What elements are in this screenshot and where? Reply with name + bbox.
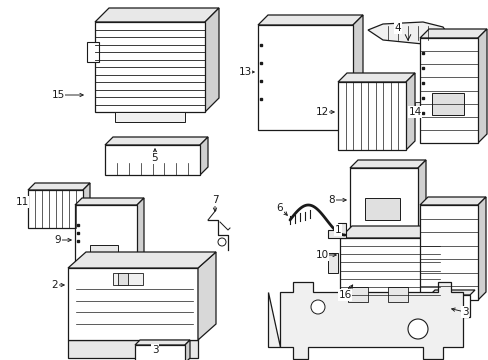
Polygon shape bbox=[477, 29, 486, 143]
Text: 6: 6 bbox=[276, 203, 283, 213]
Text: 3: 3 bbox=[151, 345, 158, 355]
Bar bbox=[75, 205, 137, 275]
Polygon shape bbox=[75, 198, 143, 205]
Bar bbox=[387, 287, 407, 302]
Text: 14: 14 bbox=[407, 107, 421, 117]
Polygon shape bbox=[135, 340, 190, 345]
Bar bbox=[337, 82, 405, 150]
Text: 11: 11 bbox=[15, 197, 29, 207]
Text: 10: 10 bbox=[315, 250, 328, 260]
Bar bbox=[429, 295, 469, 317]
Text: 1: 1 bbox=[334, 225, 341, 235]
Bar bbox=[90, 245, 118, 263]
Polygon shape bbox=[429, 290, 474, 295]
Bar bbox=[339, 238, 439, 303]
Polygon shape bbox=[184, 340, 190, 360]
Bar bbox=[87, 42, 99, 62]
Polygon shape bbox=[349, 160, 425, 168]
Circle shape bbox=[218, 238, 225, 246]
Text: 3: 3 bbox=[461, 307, 468, 317]
Polygon shape bbox=[405, 73, 414, 150]
Bar bbox=[419, 205, 477, 300]
Bar bbox=[347, 287, 367, 302]
Polygon shape bbox=[267, 282, 462, 359]
Text: 4: 4 bbox=[394, 23, 401, 33]
Polygon shape bbox=[339, 226, 451, 238]
Polygon shape bbox=[419, 197, 485, 205]
Polygon shape bbox=[327, 223, 346, 238]
Bar bbox=[419, 38, 477, 143]
Bar bbox=[95, 22, 204, 112]
Text: 13: 13 bbox=[238, 67, 251, 77]
Text: 2: 2 bbox=[52, 280, 58, 290]
Polygon shape bbox=[68, 252, 216, 268]
Bar bbox=[105, 145, 200, 175]
Text: 12: 12 bbox=[315, 107, 328, 117]
Text: 16: 16 bbox=[338, 290, 351, 300]
Bar bbox=[115, 112, 184, 122]
Bar bbox=[28, 190, 83, 228]
Polygon shape bbox=[198, 252, 216, 340]
Polygon shape bbox=[68, 268, 198, 340]
Text: 15: 15 bbox=[51, 90, 64, 100]
Polygon shape bbox=[28, 183, 90, 190]
Polygon shape bbox=[258, 15, 362, 25]
Polygon shape bbox=[327, 253, 337, 273]
Bar bbox=[414, 102, 426, 117]
Bar bbox=[113, 273, 142, 285]
Bar bbox=[135, 345, 184, 360]
Polygon shape bbox=[200, 137, 207, 175]
Polygon shape bbox=[477, 197, 485, 300]
Polygon shape bbox=[95, 8, 219, 22]
Bar bbox=[364, 198, 399, 220]
Polygon shape bbox=[137, 198, 143, 275]
Polygon shape bbox=[83, 183, 90, 228]
Polygon shape bbox=[68, 340, 198, 358]
Polygon shape bbox=[337, 73, 414, 82]
Polygon shape bbox=[105, 137, 207, 145]
Text: 8: 8 bbox=[328, 195, 335, 205]
Bar bbox=[118, 273, 128, 285]
Polygon shape bbox=[439, 226, 451, 303]
Polygon shape bbox=[352, 15, 362, 130]
Polygon shape bbox=[204, 8, 219, 112]
Text: 7: 7 bbox=[211, 195, 218, 205]
Polygon shape bbox=[417, 160, 425, 236]
Circle shape bbox=[310, 300, 325, 314]
Polygon shape bbox=[367, 22, 447, 44]
Bar bbox=[431, 93, 463, 115]
Text: 5: 5 bbox=[151, 153, 158, 163]
Polygon shape bbox=[419, 29, 486, 38]
Circle shape bbox=[407, 319, 427, 339]
Bar bbox=[258, 25, 352, 130]
Bar bbox=[349, 168, 417, 236]
Text: 9: 9 bbox=[55, 235, 61, 245]
